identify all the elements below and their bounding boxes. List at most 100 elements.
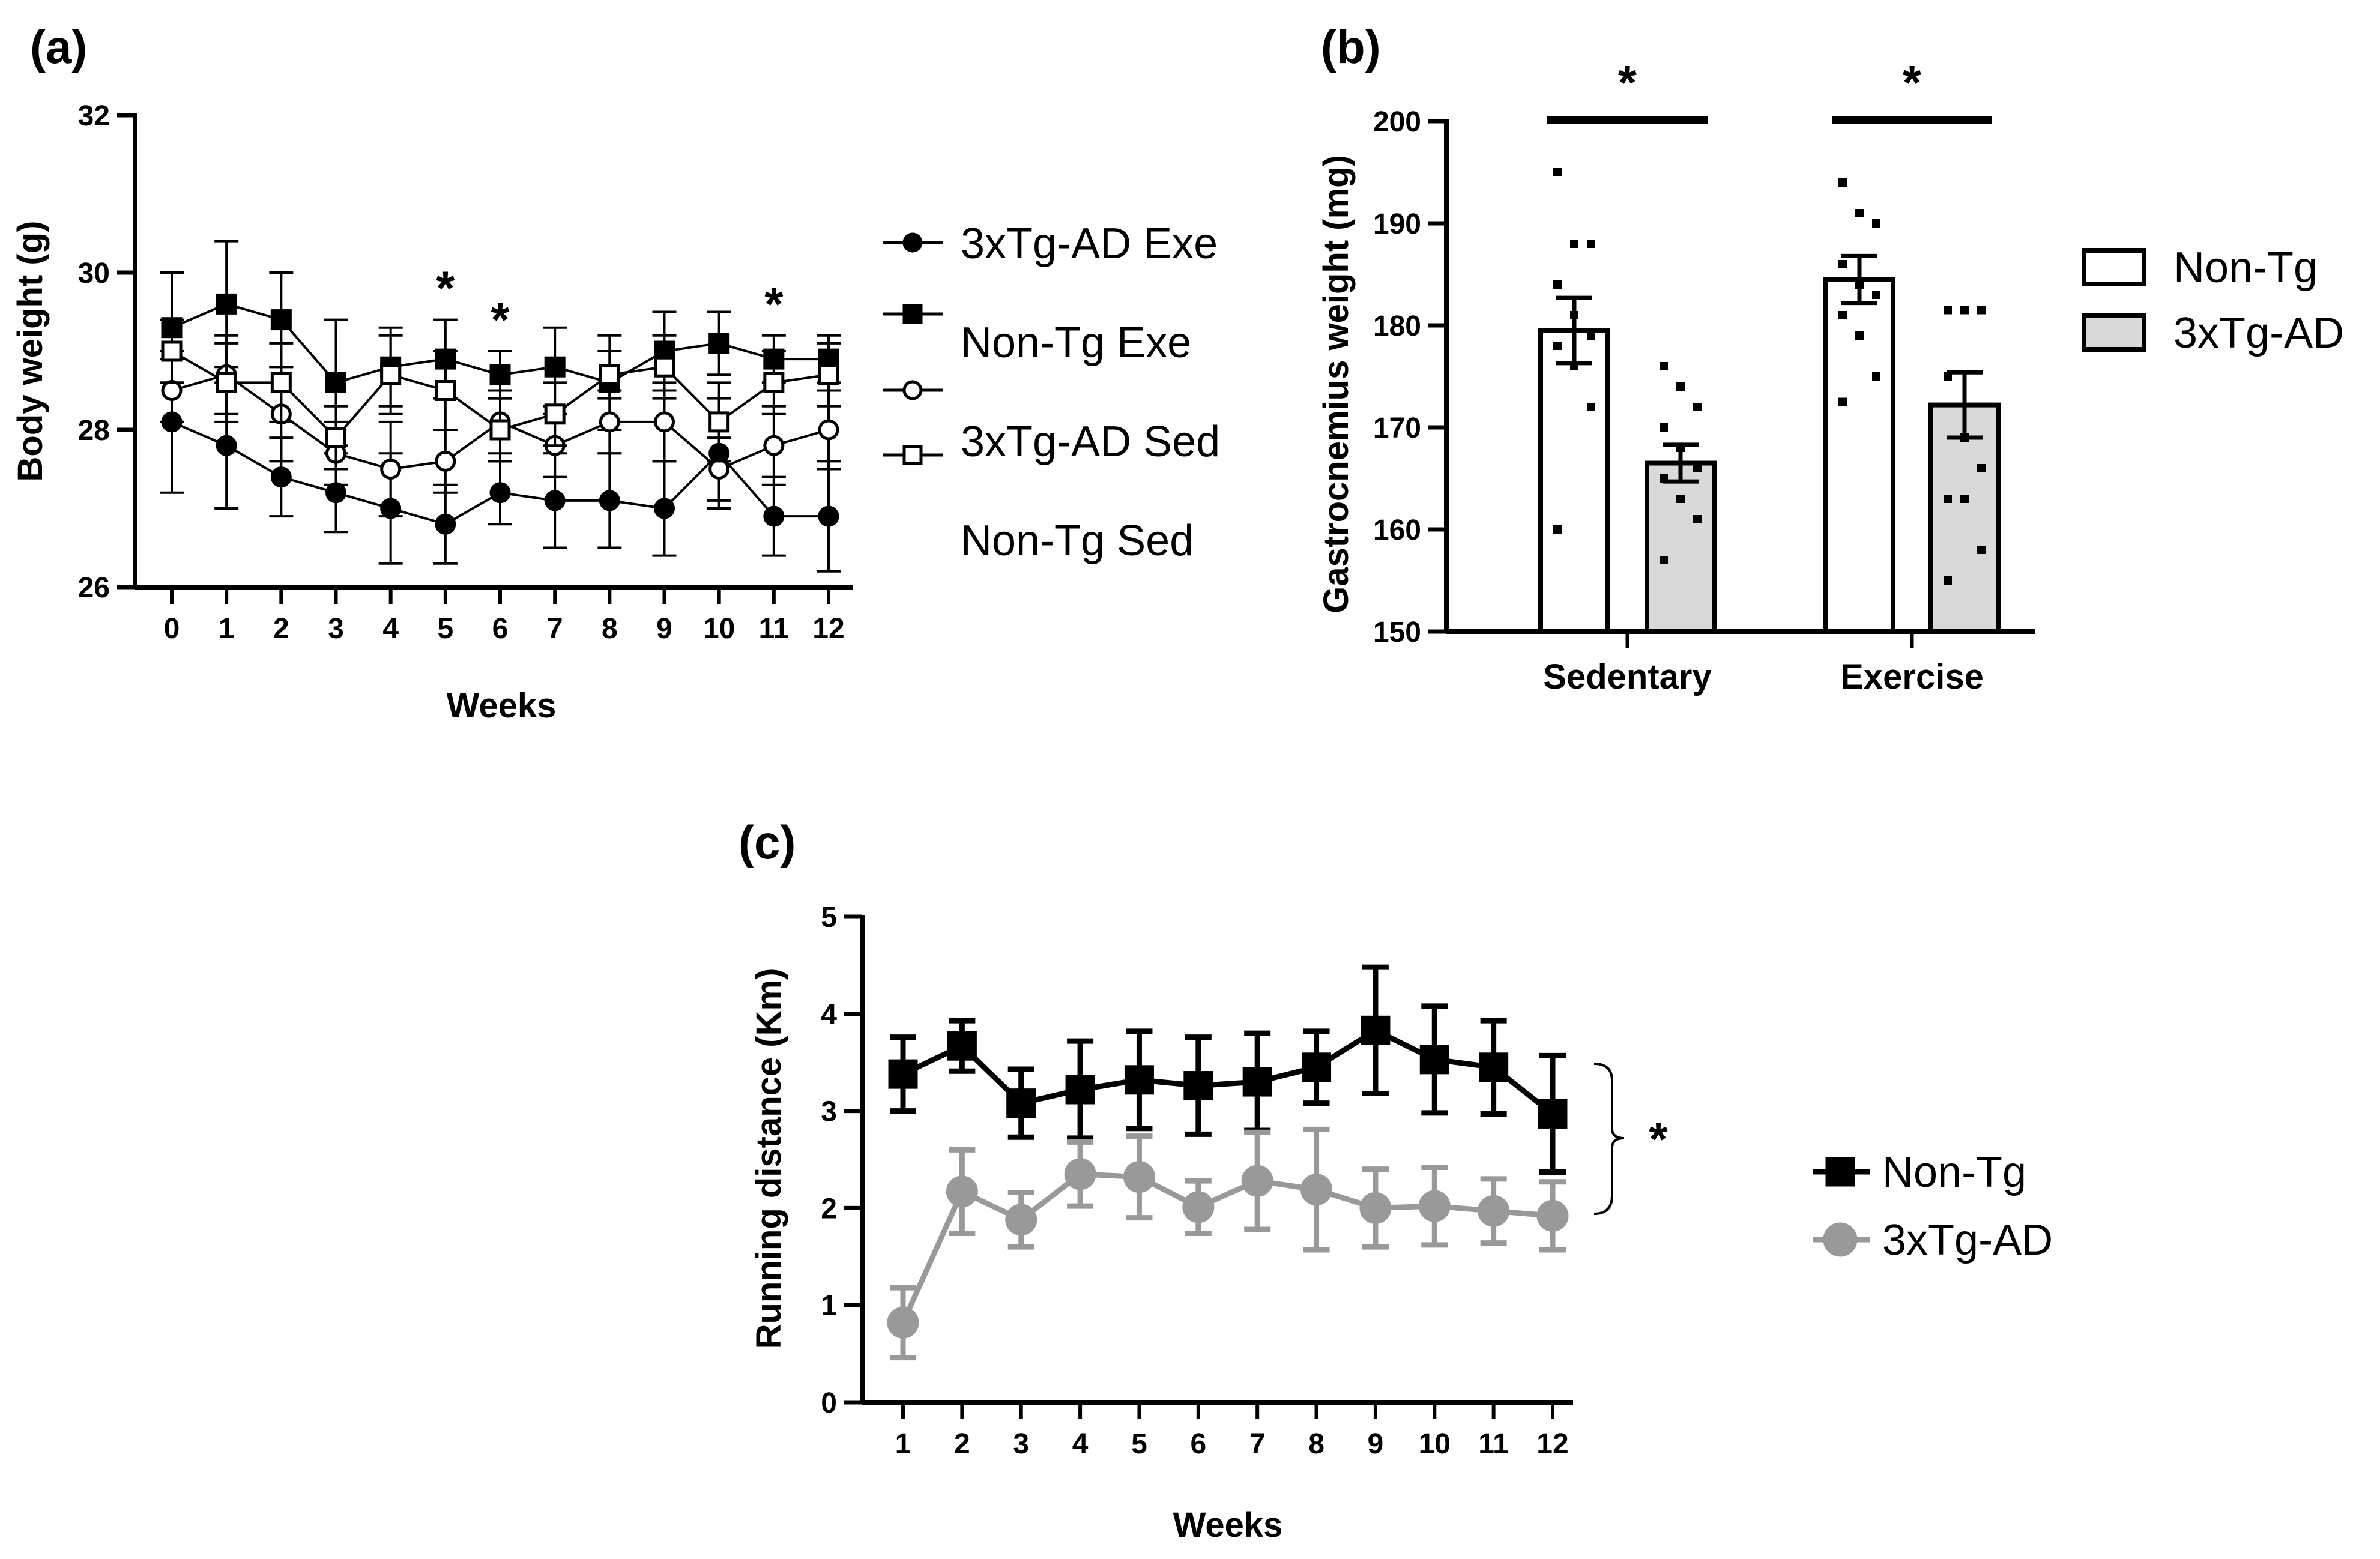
b-data-point [1838, 311, 1847, 319]
b-data-point [1693, 403, 1702, 411]
b-significance-star: * [1618, 56, 1637, 109]
a-x-tick-label: 10 [703, 613, 735, 645]
b-data-point [1872, 372, 1880, 381]
a-data-point [435, 450, 456, 472]
a-legend-marker [902, 380, 923, 400]
c-significance-bracket [1593, 1063, 1625, 1215]
c-y-tick-label: 5 [821, 902, 837, 933]
a-x-tick-label: 2 [273, 613, 289, 645]
b-data-point [1553, 342, 1562, 350]
a-y-axis-title: Body weight (g) [11, 221, 50, 482]
a-data-point [216, 372, 237, 393]
a-data-point [325, 482, 346, 504]
c-legend-label: Non-Tg [1882, 1148, 2026, 1196]
a-x-tick-label: 4 [382, 613, 399, 645]
b-category-label: Exercise [1840, 657, 1984, 696]
c-x-tick-label: 7 [1249, 1428, 1266, 1460]
c-y-tick-label: 0 [821, 1387, 837, 1419]
a-significance-star: * [436, 262, 455, 315]
c-data-point [1418, 1190, 1451, 1222]
a-legend-marker [902, 445, 923, 465]
a-data-point [599, 364, 620, 385]
c-data-point [887, 1306, 919, 1339]
a-y-tick-label: 30 [78, 258, 110, 289]
a-data-point [544, 490, 566, 511]
a-data-point [544, 403, 566, 425]
a-data-point [654, 356, 675, 378]
a-data-point [489, 482, 511, 504]
b-legend-swatch [2082, 248, 2146, 286]
a-data-point [763, 435, 785, 456]
b-data-point [1960, 306, 1969, 315]
c-x-tick-label: 5 [1131, 1428, 1147, 1460]
c-data-point [1300, 1174, 1333, 1206]
c-data-point [946, 1175, 978, 1208]
a-significance-star: * [491, 293, 510, 346]
c-y-tick-label: 1 [821, 1290, 837, 1322]
c-data-point [1183, 1071, 1213, 1101]
c-data-point [1123, 1161, 1155, 1193]
a-data-point [708, 459, 730, 480]
b-data-point [1676, 495, 1685, 503]
c-data-point [1006, 1088, 1036, 1118]
c-x-tick-label: 2 [954, 1428, 970, 1460]
a-significance-star: * [764, 277, 784, 331]
a-data-point [708, 333, 730, 354]
c-legend-marker [1825, 1157, 1855, 1187]
c-x-tick-label: 11 [1478, 1428, 1509, 1460]
c-x-tick-label: 10 [1419, 1428, 1451, 1460]
c-x-tick-label: 1 [895, 1428, 911, 1460]
b-y-tick-label: 180 [1373, 310, 1421, 342]
b-data-point [1570, 311, 1578, 319]
a-data-point [435, 380, 456, 401]
c-x-axis-title: Weeks [1173, 1506, 1283, 1545]
a-y-tick-label: 28 [78, 415, 110, 447]
b-y-tick-label: 170 [1373, 412, 1421, 444]
c-data-point [1538, 1099, 1568, 1129]
c-data-point [1478, 1195, 1510, 1227]
a-x-axis-title: Weeks [447, 686, 557, 725]
a-data-point [818, 364, 839, 385]
a-data-point [435, 513, 456, 535]
c-x-tick-label: 3 [1013, 1428, 1029, 1460]
b-data-point [1977, 306, 1986, 315]
b-data-point [1944, 576, 1952, 585]
a-x-tick-label: 11 [758, 613, 789, 645]
b-data-point [1944, 306, 1952, 315]
b-data-point [1676, 382, 1685, 391]
b-data-point [1977, 546, 1986, 554]
a-data-point [325, 427, 346, 448]
a-data-point [544, 356, 566, 378]
c-x-tick-label: 6 [1190, 1428, 1206, 1460]
b-legend-swatch [2082, 313, 2146, 352]
b-data-point [1872, 291, 1880, 299]
b-bar [1645, 460, 1717, 634]
b-data-point [1872, 219, 1880, 228]
c-y-axis-title: Running distance (Km) [749, 968, 788, 1349]
b-data-point [1855, 280, 1864, 289]
c-data-point [947, 1031, 977, 1061]
a-data-point [599, 411, 620, 433]
a-y-tick-label: 26 [78, 572, 110, 604]
b-data-point [1553, 168, 1562, 176]
b-data-point [1587, 403, 1595, 411]
a-x-tick-label: 9 [656, 613, 672, 645]
b-data-point [1553, 525, 1562, 534]
b-data-point [1838, 397, 1847, 406]
b-data-point [1855, 331, 1864, 340]
b-data-point [1660, 556, 1668, 564]
b-data-point [1570, 362, 1578, 370]
a-data-point [599, 490, 620, 511]
a-data-point [818, 419, 839, 441]
a-legend-label: Non-Tg Sed [961, 517, 1194, 565]
b-data-point [1944, 495, 1952, 503]
c-series-line [902, 1027, 1554, 1116]
a-x-tick-label: 1 [219, 613, 235, 645]
b-data-point [1944, 372, 1952, 381]
b-y-tick-label: 190 [1373, 208, 1421, 240]
c-series-non-tg [888, 964, 1568, 1175]
c-y-tick-label: 4 [821, 999, 837, 1031]
a-y-tick-label: 32 [78, 100, 110, 132]
a-data-point [216, 435, 237, 456]
c-y-tick-label: 3 [821, 1096, 837, 1128]
